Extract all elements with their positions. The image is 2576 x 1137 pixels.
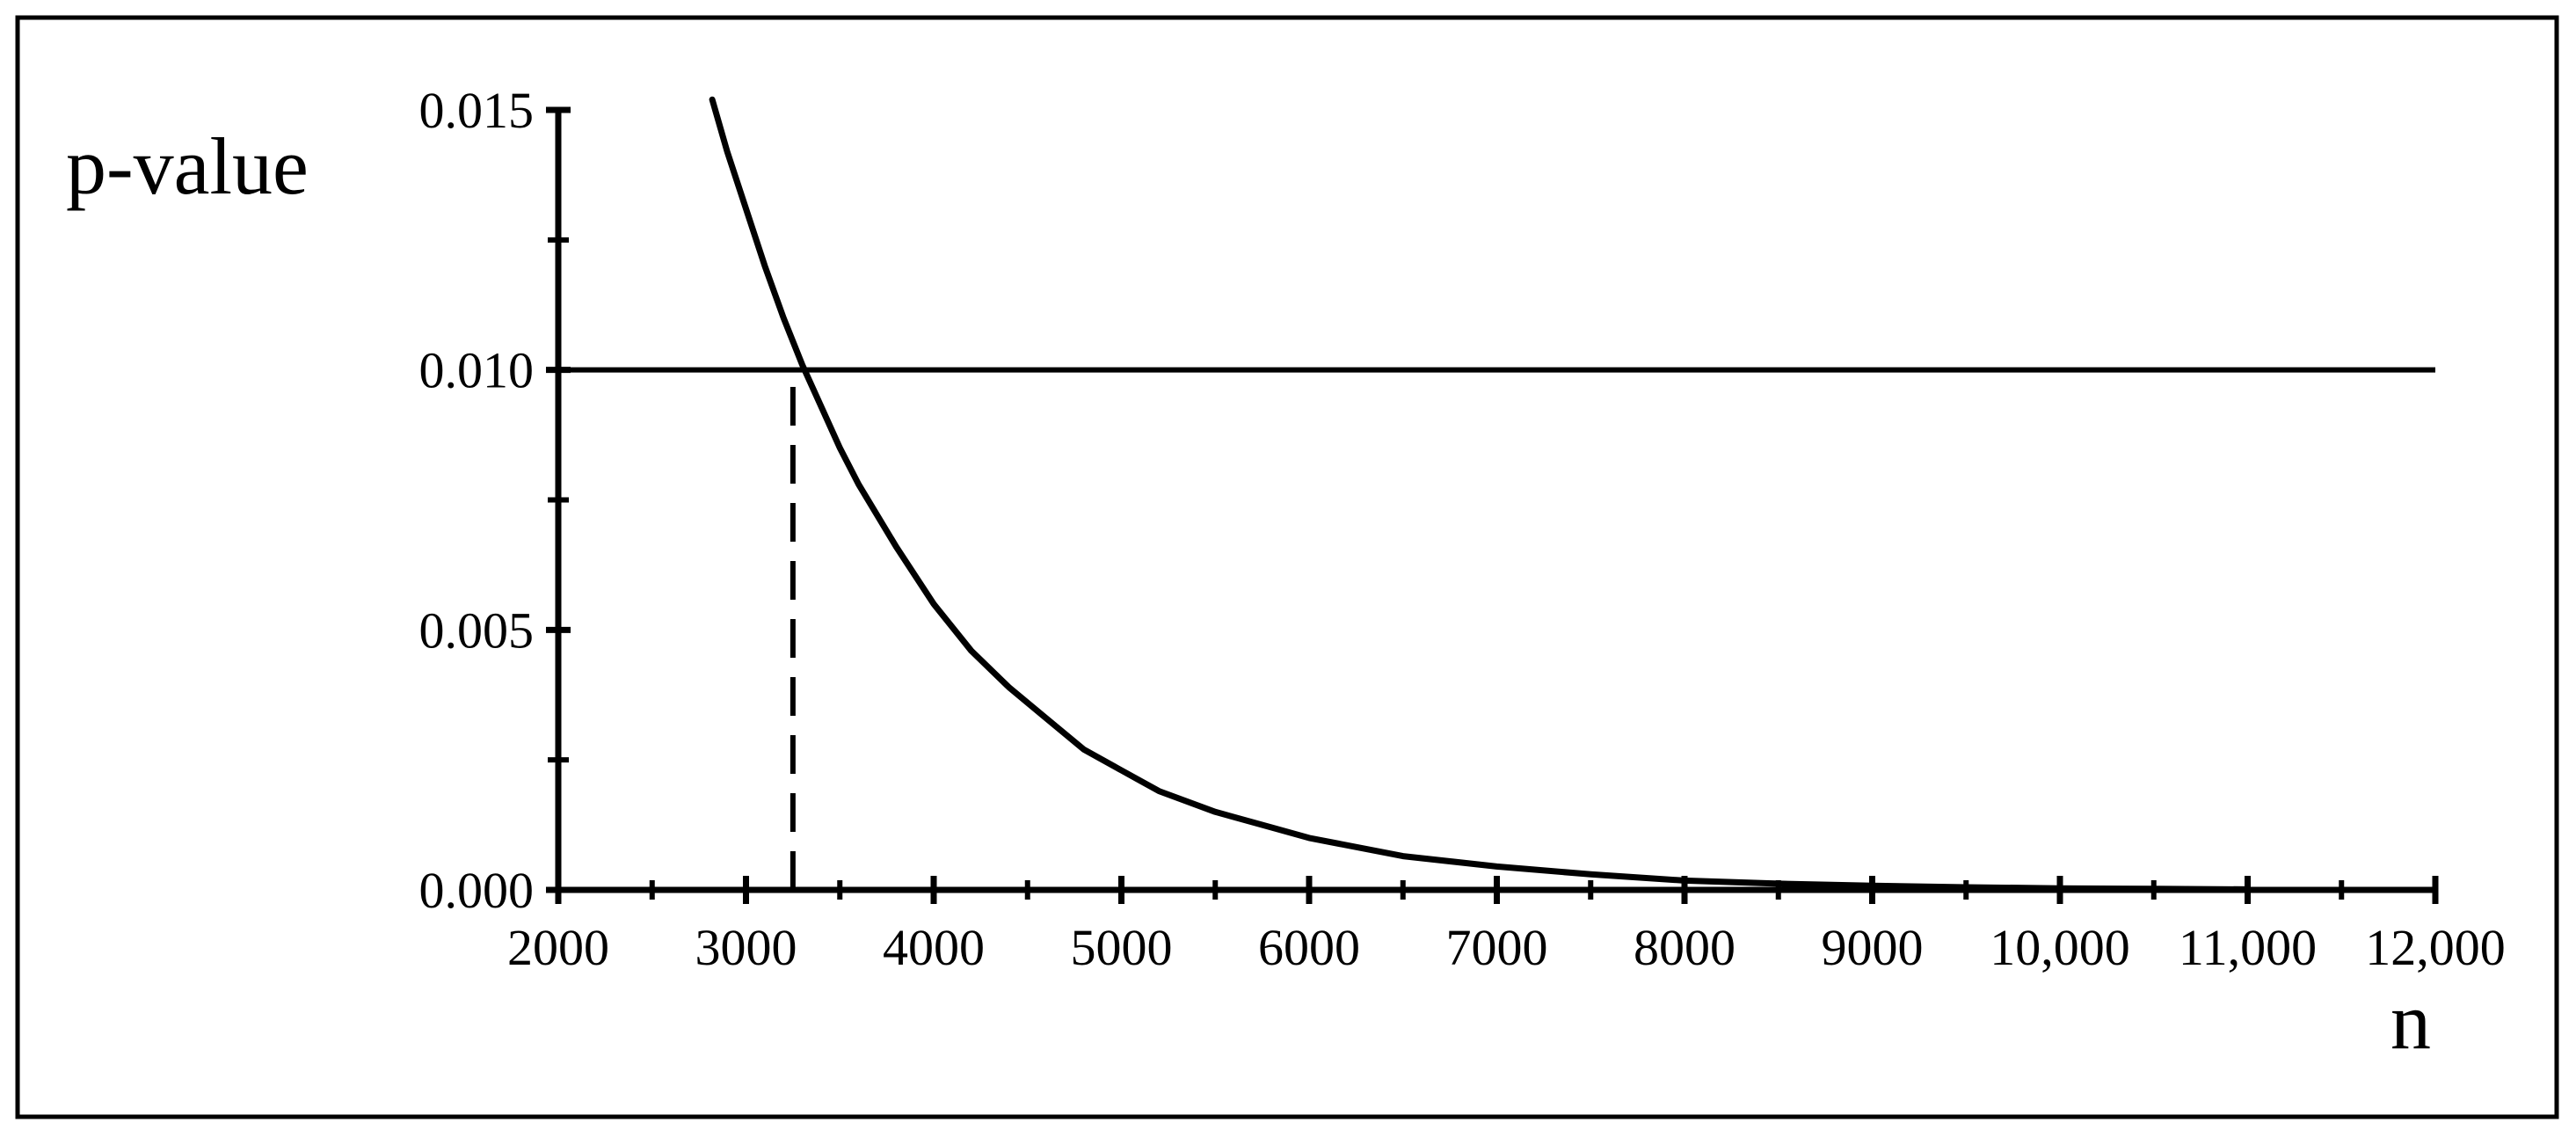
x-tick-label: 8000 [1634,919,1736,976]
y-axis-title: p-value [66,121,309,211]
x-tick-label: 6000 [1258,919,1360,976]
x-tick-label: 2000 [507,919,609,976]
x-tick-label: 10,000 [1990,919,2130,976]
x-tick-label: 5000 [1071,919,1173,976]
x-axis-title: n [2390,976,2431,1066]
x-tick-label: 11,000 [2179,919,2317,976]
y-tick-label: 0.010 [419,342,535,399]
x-tick-label: 4000 [883,919,985,976]
p-value-curve [709,96,2251,893]
y-tick-label: 0.000 [419,862,535,919]
x-tick-label: 3000 [695,919,797,976]
y-tick-label: 0.015 [419,82,535,139]
x-tick-label: 9000 [1822,919,1924,976]
y-tick-label: 0.005 [419,601,535,659]
figure-frame [15,15,2559,1119]
x-tick-label: 12,000 [2365,919,2506,976]
x-tick-label: 7000 [1446,919,1548,976]
